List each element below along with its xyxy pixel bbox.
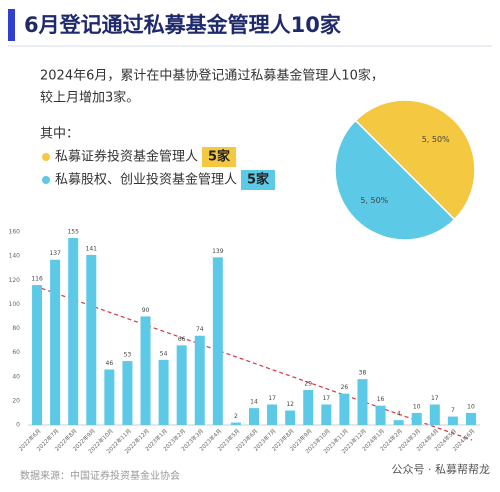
legend-badge [241,170,276,190]
bar-value-label: 14 [250,399,258,406]
bar [267,404,278,425]
y-tick-label: 60 [12,349,20,356]
legend-label: 私募证券投资基金管理人 [55,149,198,165]
bar [465,412,476,425]
bar [393,420,404,425]
bar [447,416,458,425]
bar [357,379,368,425]
title: 6月登记通过私募基金管理人10家 [24,13,342,37]
bar [140,316,151,425]
title-accent [8,9,15,41]
pie-slice [354,99,476,221]
y-tick-label: 40 [12,373,20,380]
bar [303,390,314,425]
bar-value-label: 10 [413,403,421,410]
bar-value-label: 7 [451,407,455,414]
trend-line [34,285,473,441]
bar [411,412,422,425]
bar-value-label: 12 [286,401,294,408]
bar [176,345,187,425]
bar-value-label: 38 [359,370,367,377]
bar-value-label: 54 [160,350,168,357]
bar [122,361,133,425]
bar [104,369,115,425]
y-tick-label: 160 [9,229,21,236]
bar [429,404,440,425]
bar-value-label: 29 [304,381,312,388]
bar-value-label: 66 [178,336,186,343]
bar [249,408,259,425]
pie-slice [334,119,456,241]
bar-value-label: 10 [467,403,475,410]
bar-value-label: 116 [31,276,43,283]
bar-value-label: 139 [212,248,224,255]
intro-line: 较上月增加3家。 [40,90,139,106]
bar-value-label: 2 [234,413,238,420]
bar [375,405,386,425]
bar-value-label: 16 [377,396,385,403]
bar [194,335,205,425]
y-tick-label: 80 [12,325,20,332]
bar [68,238,79,425]
y-tick-label: 0 [16,422,20,429]
y-tick-label: 120 [9,277,21,284]
bar [285,410,296,425]
credit: 公众号 · 私募帮帮龙 [392,463,491,476]
y-tick-label: 100 [9,301,21,308]
legend-dot [42,153,50,161]
bar-value-label: 17 [431,395,439,402]
bar-value-label: 53 [124,352,132,359]
bar [321,404,332,425]
y-tick-label: 140 [9,253,21,260]
bar [32,285,43,425]
bar [86,254,97,425]
bar-value-label: 17 [322,395,330,402]
bar-value-label: 4 [397,411,401,418]
pie-label: 5, 50% [422,135,450,144]
legend-dot [42,176,50,184]
bar-value-label: 90 [142,307,150,314]
bar-value-label: 17 [268,395,276,402]
bar [230,422,241,425]
legend-label: 私募股权、创业投资基金管理人 [55,172,237,188]
bar-value-label: 155 [67,229,79,236]
legend-heading: 其中： [40,127,79,142]
pie-label: 5, 50% [360,196,388,205]
bar-value-label: 26 [341,384,349,391]
legend-badge [202,147,237,167]
bar [158,359,169,425]
legend-badge-label: 5家 [247,172,270,188]
bar [50,259,61,425]
bar [339,393,350,425]
y-tick-label: 20 [12,397,20,404]
intro-line: 2024年6月，累计在中基协登记通过私募基金管理人10家， [40,68,384,84]
bar [212,257,223,425]
bar-value-label: 141 [86,245,98,252]
bar-value-label: 137 [49,250,61,257]
legend-badge-label: 5家 [208,149,231,165]
bar-value-label: 46 [106,360,114,367]
source: 数据来源：中国证券投资基金业协会 [20,469,180,482]
bar-value-label: 74 [196,326,204,333]
